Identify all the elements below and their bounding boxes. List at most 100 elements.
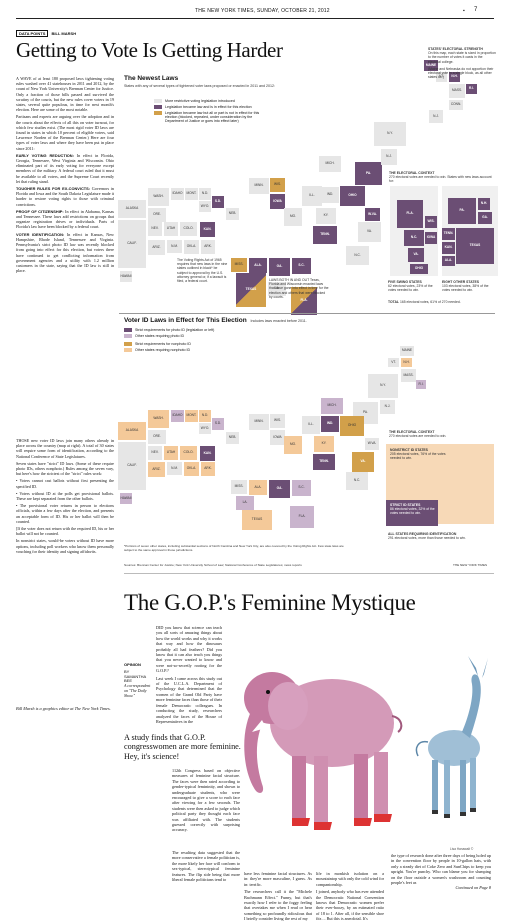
m2-va: VA. [352, 452, 374, 472]
swing-ohio: OHIO [410, 264, 428, 274]
m2-ri: R.I. [416, 380, 426, 389]
col2-p4: • The provisional voter returns in perso… [16, 503, 114, 524]
m2-ind: IND. [321, 416, 339, 432]
m2-ark: ARK. [201, 462, 215, 476]
m2-sc: S.C. [292, 480, 311, 496]
m2-tenn: TENN. [313, 454, 335, 470]
story2-col1: DID you know that science can teach you … [156, 625, 222, 724]
col2-p6: In nonstrict states, would-be voters wit… [16, 538, 114, 554]
m2-ky: KY. [314, 436, 334, 452]
tile-ny: N.Y. [374, 122, 406, 146]
section-divider [124, 573, 494, 574]
m2-la: LA. [236, 496, 254, 510]
story1-section-1: TOUGHER RULES FOR EX-CONVICTS: Governors… [16, 186, 114, 207]
map2-title-row: Voter ID Laws in Effect for This Electio… [124, 317, 307, 324]
section-dots: ▪ [463, 8, 465, 14]
tile-alaska: ALASKA [118, 200, 146, 218]
strength-note: STATES' ELECTORAL STRENGTH On this map, … [428, 47, 496, 79]
map2-legend-nonphoto: Other states requiring nonphoto ID [124, 348, 264, 352]
story2-continued: Continued on Page 8 [455, 885, 491, 891]
tile-conn-1: CONN. [449, 100, 463, 110]
map2-subtitle: Includes laws enacted before 2011. [250, 319, 307, 323]
tile-nc: N.C. [346, 246, 369, 265]
tile-nj: N.J. [381, 149, 397, 165]
other-pa: PA. [448, 198, 476, 224]
tile-sd: S.D. [212, 196, 224, 208]
elephant-donkey-illustration: Lisa Hanawalt © [244, 656, 488, 851]
tile-mont: MONT. [185, 188, 198, 200]
other-texas: TEXAS [456, 228, 494, 264]
map2-footnote: *Portions of seven other states, includi… [124, 544, 344, 552]
col2-p3: • Voters without ID at the polls get pro… [16, 490, 114, 502]
kicker-author: BILL MARSH [51, 31, 77, 36]
story1-column-1: A WAVE of at least 180 proposed laws tig… [16, 76, 114, 275]
tile-ga: GA. [269, 258, 290, 276]
map2-legend-strict-nonphoto: Strict requirements for nonphoto ID [124, 342, 264, 346]
m2-colo: COLO. [180, 446, 197, 460]
tile-maine-1: MAINE [424, 60, 438, 71]
m2-kan: KAN. [200, 446, 215, 461]
tile-fla: FLA. [291, 287, 317, 315]
swatch-tan [154, 111, 162, 115]
story2-headline: The G.O.P.'s Feminine Mystique [124, 590, 416, 615]
map2-legend-photo: Other states requiring photo ID [124, 334, 264, 338]
illustration-credit: Lisa Hanawalt © [450, 847, 474, 851]
total-label: TOTAL [388, 300, 399, 304]
tile-la: LA. [268, 282, 286, 296]
tile-wva: W.VA. [365, 208, 380, 221]
tile-mo: MO. [284, 208, 302, 226]
m2-ariz: ARIZ. [148, 462, 165, 477]
masthead-rule [16, 18, 494, 19]
story2-col1b: 112th Congress based on objective measur… [172, 768, 240, 833]
masthead-date: THE NEW YORK TIMES, SUNDAY, OCTOBER 21, … [195, 8, 330, 14]
kicker: DATA POINTS BILL MARSH [16, 30, 77, 37]
tile-colo: COLO. [180, 222, 197, 236]
elephant-icon [244, 672, 403, 830]
m2-nev: NEV. [148, 446, 162, 460]
m2-ala: ALA. [249, 480, 267, 495]
m2-mo: MO. [284, 436, 302, 454]
story1-headline: Getting to Vote Is Getting Harder [16, 38, 283, 62]
col2-p1: Seven states have "strict" ID laws. (Som… [16, 460, 114, 477]
m2-sd: S.D. [212, 418, 224, 430]
m2-nj: N.J. [380, 400, 395, 414]
kicker-box: DATA POINTS [16, 30, 49, 37]
strict-title: STRICT ID STATES [390, 503, 421, 507]
tile-mich: MICH. [319, 156, 341, 172]
m2-ore: ORE. [148, 430, 166, 444]
map1-subtitle: States with any of several types of tigh… [124, 84, 275, 88]
tile-hawaii: HAWAII [120, 271, 132, 282]
m2-calif: CALIF. [118, 442, 146, 490]
nonstrict-title: NONSTRICT ID STATES [390, 448, 428, 452]
tile-ala: ALA. [249, 258, 267, 273]
m2-fla: FLA. [290, 506, 314, 528]
tile-wash: WASH. [148, 188, 169, 206]
m2-nd: N.D. [199, 410, 211, 422]
other-caption: EIGHT OTHER STATES 103 electoral votes, … [442, 280, 496, 293]
m2-wis: WIS. [270, 414, 285, 428]
context2-title: THE ELECTORAL CONTEXT [389, 430, 435, 434]
story1-credit: Bill Marsh is a graphics editor at The N… [16, 706, 111, 711]
annotation-vra: The Voting Rights Act of 1965 requires t… [177, 258, 228, 284]
story1-intro: A WAVE of at least 180 proposed laws tig… [16, 76, 114, 113]
m2-mich: MICH. [321, 398, 343, 414]
tile-wis: WIS. [270, 178, 285, 192]
story1-section-3: VOTER IDENTIFICATION: In effect in Kansa… [16, 231, 114, 274]
m2-okla: OKLA. [184, 462, 199, 476]
map1-legend-not-in-effect: Legislation became law but all or part i… [154, 111, 274, 123]
story1-section-0: EARLY VOTING REDUCTION: In effect in Flo… [16, 152, 114, 184]
tile-ri-1: R.I. [466, 84, 477, 94]
m2-wva: W.VA. [365, 438, 379, 450]
nonstrict-caption: NONSTRICT ID STATES 205 electoral votes,… [390, 448, 450, 461]
tile-tenn: TENN. [313, 226, 337, 244]
other-ga: GA. [478, 212, 492, 224]
context1-title: THE ELECTORAL CONTEXT [389, 171, 435, 175]
strict-text: 86 electoral votes, 32% of the votes nee… [390, 507, 435, 516]
map1-legend-in-effect: Legislation became law and is in effect … [154, 105, 274, 109]
story2-tagline: A correspondent on "The Daily Show." [124, 683, 151, 698]
m2-vt: VT. [388, 358, 399, 367]
story1-section-2: PROOF OF CITIZENSHIP: In effect in Alaba… [16, 208, 114, 230]
m2-miss: MISS. [231, 480, 247, 494]
col2-p2: • Voters cannot cast ballots without fir… [16, 478, 114, 489]
m2-idaho: IDAHO [171, 410, 184, 422]
